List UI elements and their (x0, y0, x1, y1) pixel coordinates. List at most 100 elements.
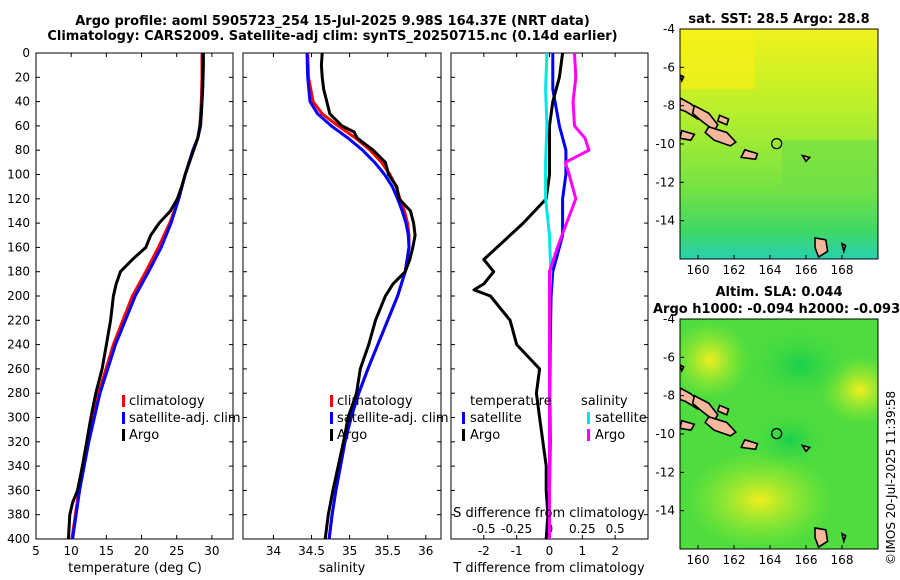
land-island (680, 74, 685, 84)
map-y-tick-label: -6 (663, 350, 675, 364)
map-x-tick-label: 166 (795, 263, 818, 277)
y-tick-label: 260 (7, 362, 30, 376)
map-y-tick-label: -12 (655, 465, 675, 479)
legend-label-climatology: climatology (129, 394, 205, 409)
land-island (680, 364, 685, 374)
y-tick-label: 300 (7, 411, 30, 425)
y-tick-label: 120 (7, 192, 30, 206)
land-island (740, 438, 759, 451)
sst-map-title: sat. SST: 28.5 Argo: 28.8 (688, 12, 869, 27)
map-y-tick-label: -4 (663, 312, 675, 326)
map-y-tick-label: -4 (663, 22, 675, 36)
y-tick-label: 400 (7, 532, 30, 546)
sla-map: Altim. SLA: 0.044 Argo h1000: -0.094 h20… (653, 285, 900, 567)
imos-credit: ©IMOS 20-Jul-2025 11:39:58 (884, 391, 898, 565)
y-tick-label: 380 (7, 508, 30, 522)
land-island (704, 125, 738, 147)
sla-map-title: Altim. SLA: 0.044 (716, 285, 843, 300)
series-line-salinity-argo (548, 52, 591, 539)
legend-swatch-argo (330, 429, 333, 441)
sla-map-subtitle: Argo h1000: -0.094 h2000: -0.093 (653, 302, 900, 317)
title-line-1: Argo profile: aoml 5905723_254 15-Jul-20… (75, 14, 590, 29)
sst-land (680, 74, 847, 259)
legend-label-t-satellite: satellite (470, 411, 522, 426)
legend-swatch-t-argo (462, 429, 465, 441)
x-tick-label: 5 (32, 544, 40, 558)
salinity-xlabel: salinity (319, 561, 366, 576)
legend-label-t-argo: Argo (470, 428, 500, 443)
argo-float-marker (771, 137, 783, 150)
sla-low-2 (750, 410, 830, 470)
x-tick-label: -2 (478, 544, 490, 558)
map-y-tick-label: -10 (655, 427, 675, 441)
land-island (800, 444, 812, 453)
x-tick-label: 20 (134, 544, 149, 558)
land-island (840, 242, 847, 255)
legend-label-s-satellite: satellite (595, 411, 647, 426)
legend-label-s-argo: Argo (595, 428, 625, 443)
figure-title: Argo profile: aoml 5905723_254 15-Jul-20… (0, 14, 665, 44)
x-tick-label: 10 (64, 544, 79, 558)
x-tick-label: 34 (266, 544, 281, 558)
legend-title-salinity: salinity (581, 394, 628, 409)
argo-float-marker (771, 427, 783, 440)
land-island (680, 419, 696, 432)
y-tick-label: 320 (7, 435, 30, 449)
y-tick-label: 180 (7, 265, 30, 279)
difference-secondary-xlabel: S difference from climatology (453, 506, 645, 521)
legend-swatch-s-satellite (587, 412, 590, 424)
y-tick-label: 160 (7, 240, 30, 254)
map-x-tick-label: 160 (687, 263, 710, 277)
y-tick-label: 100 (7, 168, 30, 182)
temperature-xlabel: temperature (deg C) (68, 561, 202, 576)
x-tick-label: 0 (546, 544, 554, 558)
land-island (740, 148, 759, 161)
salinity-plot: 34 34.5 35 35.5 36 (243, 52, 441, 558)
map-x-tick-label: 162 (723, 263, 746, 277)
sla-map-axes: 160 162 164 166 168 -14 -12 -10 -8 -6 -4 (655, 312, 853, 567)
difference-plot: -2 -1 0 1 2-0.5 -0.25 0 0.25 0.5 (451, 52, 648, 558)
legend-swatch-satellite (330, 412, 333, 424)
sst-map: sat. SST: 28.5 Argo: 28.8 160 162 164 166 16… (655, 12, 879, 277)
title-line-2: Climatology: CARS2009. Satellite-adj cli… (47, 29, 618, 44)
land-island (800, 154, 812, 163)
y-tick-label: 60 (15, 119, 30, 133)
legend-label-climatology: climatology (337, 394, 413, 409)
y-tick-label: 140 (7, 216, 30, 230)
x-tick-label: 35.5 (374, 544, 401, 558)
land-island (716, 114, 730, 126)
map-y-tick-label: -14 (655, 214, 675, 228)
land-island (814, 526, 829, 549)
secondary-tick-label: 0.25 (569, 522, 596, 536)
legend-swatch-s-argo (587, 429, 590, 441)
land-island (716, 404, 730, 416)
series-line-satellite-adj-clim (305, 52, 411, 540)
sst-warm-patch (680, 29, 755, 89)
secondary-tick-label: -0.25 (501, 522, 532, 536)
map-y-tick-label: -6 (663, 60, 675, 74)
legend-swatch-argo (122, 429, 125, 441)
map-y-tick-label: -12 (655, 175, 675, 189)
legend-swatch-satellite (122, 412, 125, 424)
legend-label-satellite: satellite-adj. clim (129, 411, 241, 426)
series-line-climatology (70, 53, 204, 540)
map-x-tick-label: 164 (759, 263, 782, 277)
x-tick-label: 35 (342, 544, 357, 558)
legend-title-temperature: temperature (470, 394, 552, 409)
x-tick-label: 2 (611, 544, 619, 558)
salinity-legend: climatology satellite-adj. clim Argo (330, 394, 449, 443)
y-tick-label: 0 (22, 46, 30, 60)
land-island (680, 129, 696, 142)
x-tick-label: 36 (418, 544, 433, 558)
series-line-temperature-argo (472, 52, 565, 540)
sla-high-2 (685, 450, 835, 549)
sla-high-1 (680, 320, 750, 400)
land-island (814, 236, 829, 259)
sst-cool-patch (782, 140, 878, 190)
y-tick-label: 240 (7, 338, 30, 352)
secondary-tick-label: -0.5 (472, 522, 495, 536)
y-tick-label: 20 (15, 70, 30, 84)
legend-label-argo: Argo (129, 428, 159, 443)
x-tick-label: 30 (204, 544, 219, 558)
